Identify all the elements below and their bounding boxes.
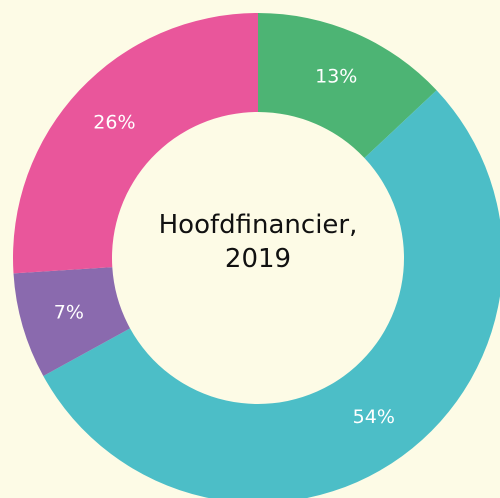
chart-title: Hoofdfinancier, 2019 bbox=[158, 210, 358, 274]
donut-segment bbox=[12, 13, 258, 274]
donut-segment bbox=[258, 13, 437, 159]
data-label: 26% bbox=[93, 112, 135, 134]
donut-segment bbox=[13, 267, 131, 377]
donut-segment bbox=[43, 90, 500, 498]
data-label: 7% bbox=[54, 301, 84, 323]
data-label: 54% bbox=[353, 406, 395, 428]
data-label: 13% bbox=[315, 66, 357, 88]
